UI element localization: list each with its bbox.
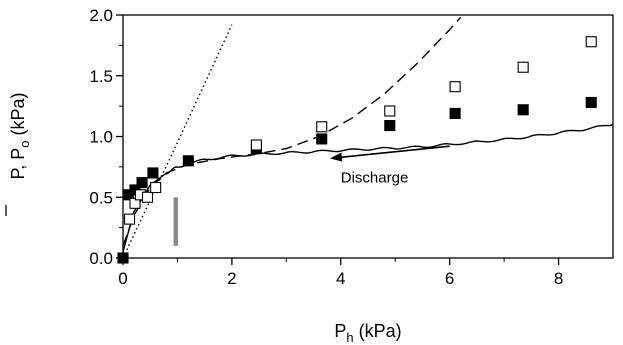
- annotation: Discharge: [329, 145, 450, 187]
- x-tick-label: 0: [118, 269, 127, 288]
- x-axis-label-main: P: [334, 321, 346, 341]
- solid-line-curve: [123, 123, 613, 253]
- x-axis-label-sub: h: [346, 330, 353, 345]
- y-axis-label-unit: (kPa): [8, 93, 28, 141]
- annotation-discharge: Discharge: [341, 170, 409, 187]
- x-tick-label: 2: [227, 269, 236, 288]
- y-axis-label-mid: , P: [8, 148, 28, 170]
- open-square-point: [384, 105, 396, 117]
- y-tick-label: 1.0: [89, 128, 113, 147]
- curves: [123, 16, 613, 258]
- x-tick-label: 6: [445, 269, 454, 288]
- open-square-point: [141, 191, 154, 203]
- filled-square-point: [449, 107, 461, 119]
- filled-square-point: [316, 133, 328, 145]
- filled-square-point: [517, 104, 529, 116]
- filled-square-point: [585, 96, 597, 109]
- y-tick-label: 2.0: [89, 6, 113, 25]
- discharge-arrow-head: [329, 152, 343, 162]
- y-tick-label: 1.5: [89, 67, 113, 86]
- filled-square-point: [136, 177, 148, 189]
- discharge-arrow: [341, 145, 450, 158]
- open-square-point: [150, 181, 162, 194]
- axes: 0 2 4 6 8 0.0 0.5 1.0 1.5 2.0: [89, 6, 614, 288]
- open-square-point: [449, 81, 461, 93]
- y-axis-label-main: P: [8, 167, 28, 179]
- filled-square-point: [384, 120, 396, 132]
- filled-square-point: [147, 167, 159, 179]
- y-axis-label: P, Po (kPa): [8, 93, 32, 180]
- y-tick-label: 0.5: [89, 188, 113, 207]
- y-tick-label: 0.0: [89, 249, 113, 268]
- open-square-point: [123, 213, 136, 225]
- x-tick-label: 8: [554, 269, 563, 288]
- open-square-point: [316, 121, 328, 133]
- x-axis-label-unit: (kPa): [354, 321, 402, 341]
- y-axis-label-sub: o: [17, 141, 32, 148]
- open-square-point: [517, 61, 529, 73]
- filled-square-point: [182, 155, 194, 167]
- markers: [117, 36, 597, 264]
- open-square-point: [585, 36, 597, 48]
- plot-frame: [122, 14, 614, 259]
- open-square-point: [250, 139, 262, 151]
- x-axis-label: Ph (kPa): [334, 321, 401, 345]
- x-tick-label: 4: [336, 269, 345, 288]
